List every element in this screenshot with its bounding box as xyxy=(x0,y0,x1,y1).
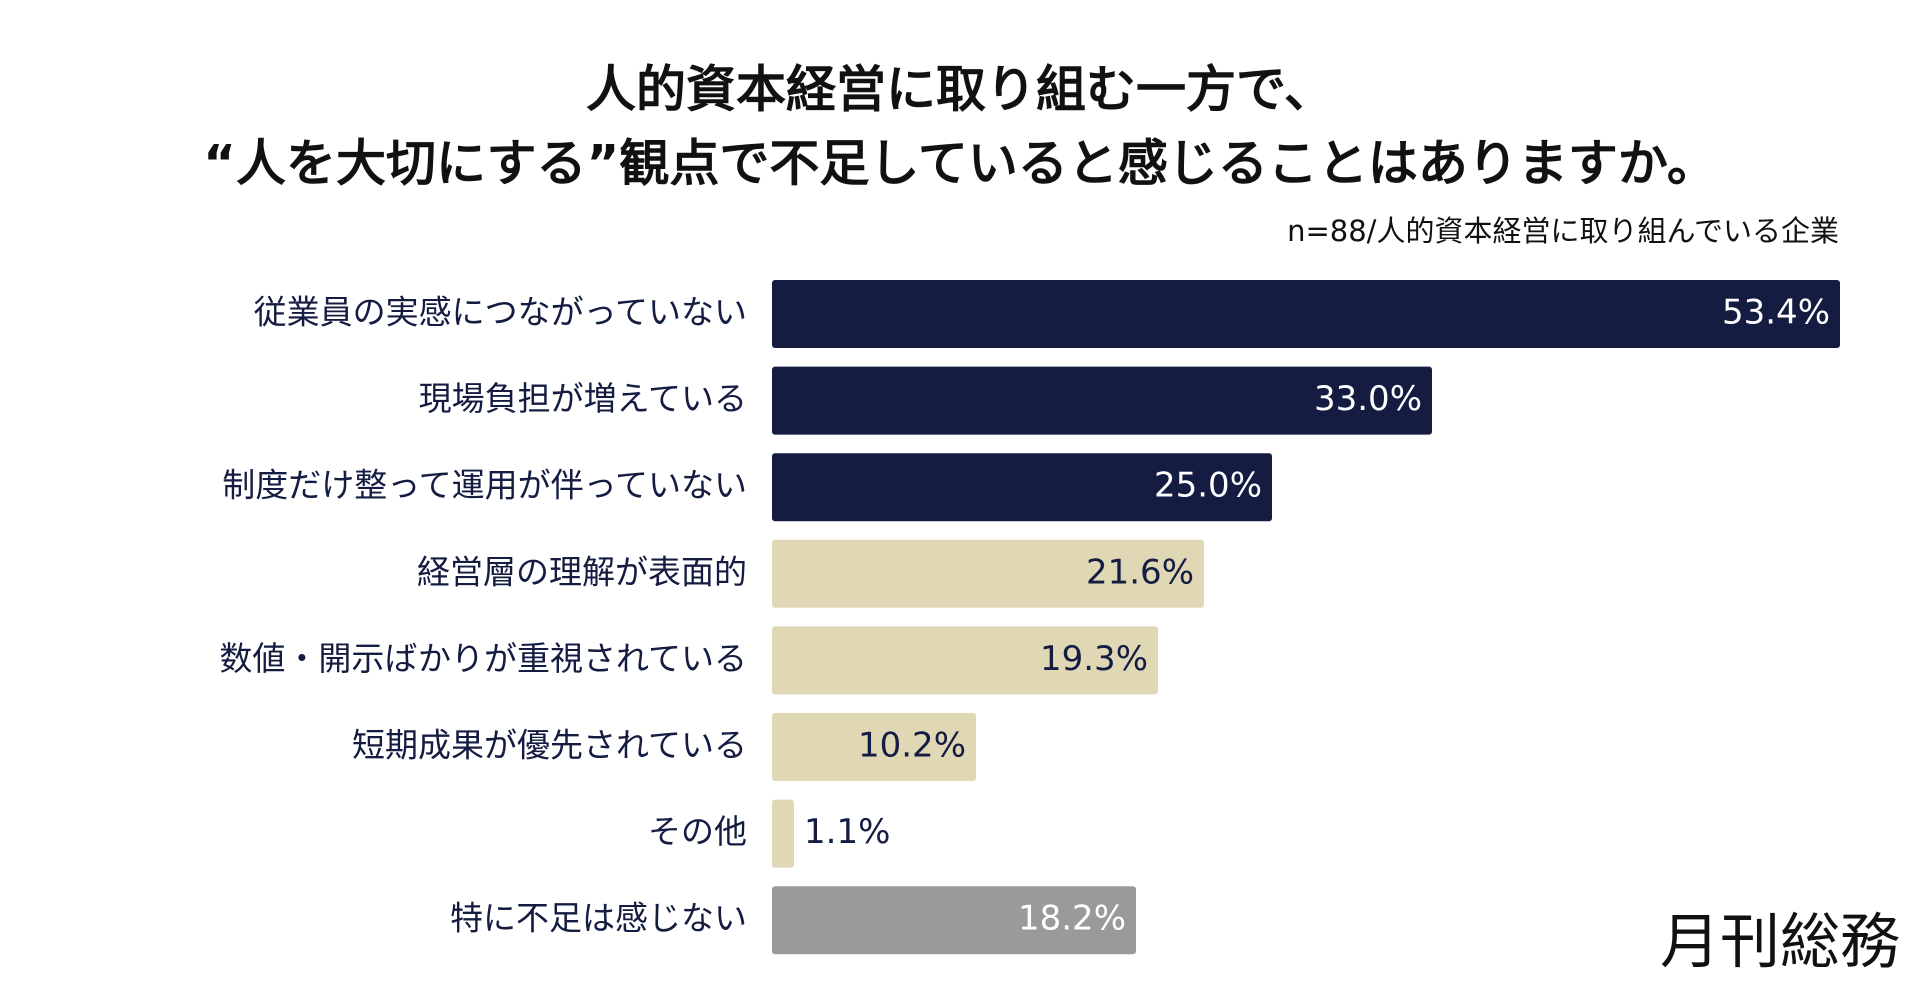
category-label: 従業員の実感につながっていない xyxy=(254,293,747,332)
category-label: 短期成果が優先されている xyxy=(352,726,747,765)
brand-logo: 月刊総務 xyxy=(1660,908,1900,978)
value-label: 21.6% xyxy=(1086,552,1194,592)
value-label: 33.0% xyxy=(1314,379,1422,419)
category-label: 現場負担が増えている xyxy=(419,379,747,418)
category-label: 特に不足は感じない xyxy=(450,899,747,938)
value-label: 10.2% xyxy=(858,726,966,766)
category-label: 経営層の理解が表面的 xyxy=(417,552,747,591)
chart-title: “人を大切にする”観点で不足していると感じることはありますか。 xyxy=(203,135,1717,193)
category-label: 数値・開示ばかりが重視されている xyxy=(219,639,747,678)
chart-title: 人的資本経営に取り組む一方で、 xyxy=(586,61,1334,119)
bar xyxy=(772,886,1136,955)
value-label: 19.3% xyxy=(1040,639,1148,679)
value-label: 25.0% xyxy=(1154,466,1262,506)
chart-subtitle: n=88/人的資本経営に取り組んでいる企業 xyxy=(1287,214,1839,248)
bar xyxy=(772,799,794,868)
value-label: 53.4% xyxy=(1722,293,1830,333)
value-label: 18.2% xyxy=(1018,899,1126,939)
bar xyxy=(772,539,1204,608)
bar xyxy=(772,713,976,781)
bar xyxy=(772,366,1432,435)
category-label: その他 xyxy=(648,812,747,851)
category-label: 制度だけ整って運用が伴っていない xyxy=(222,466,747,505)
value-label: 1.1% xyxy=(804,812,890,852)
bar xyxy=(772,626,1158,695)
bar xyxy=(772,280,1840,348)
bar xyxy=(772,453,1272,522)
